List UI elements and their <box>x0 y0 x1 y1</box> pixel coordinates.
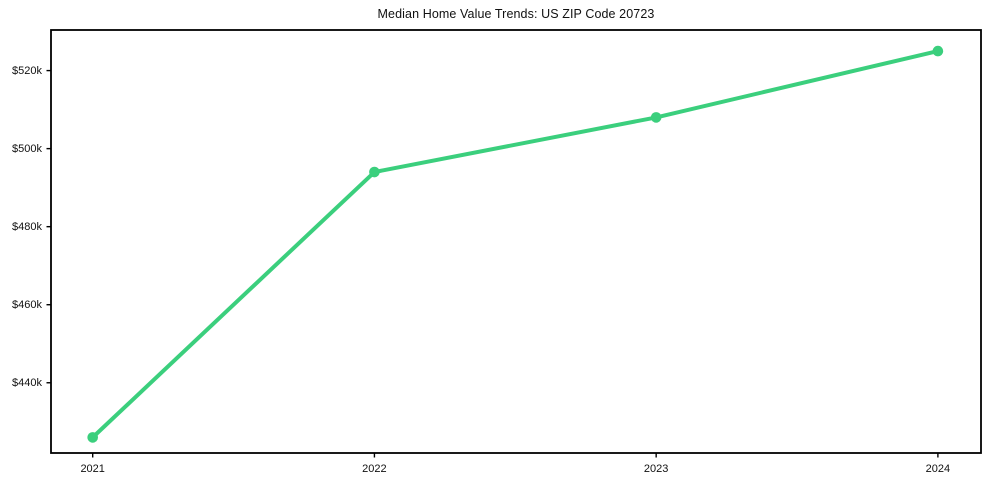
trend-line <box>90 49 940 440</box>
y-tick-label: $520k <box>12 64 42 77</box>
data-point-2023 <box>650 112 662 123</box>
plot-frame <box>50 29 982 454</box>
data-point-2022 <box>369 166 380 178</box>
y-tick-label: $500k <box>12 142 42 155</box>
data-point-2021 <box>87 432 98 443</box>
y-tick-label: $440k <box>12 376 42 389</box>
x-tick-label: 2023 <box>643 463 669 475</box>
x-tick-label: 2024 <box>925 463 951 475</box>
chart-title: Median Home Value Trends: US ZIP Code 20… <box>377 7 655 21</box>
x-tick-label: 2021 <box>80 463 105 475</box>
x-tick-label: 2022 <box>362 463 387 475</box>
data-point-2024 <box>932 45 944 57</box>
y-tick-label: $480k <box>12 220 42 233</box>
y-tick-label: $460k <box>12 298 42 311</box>
